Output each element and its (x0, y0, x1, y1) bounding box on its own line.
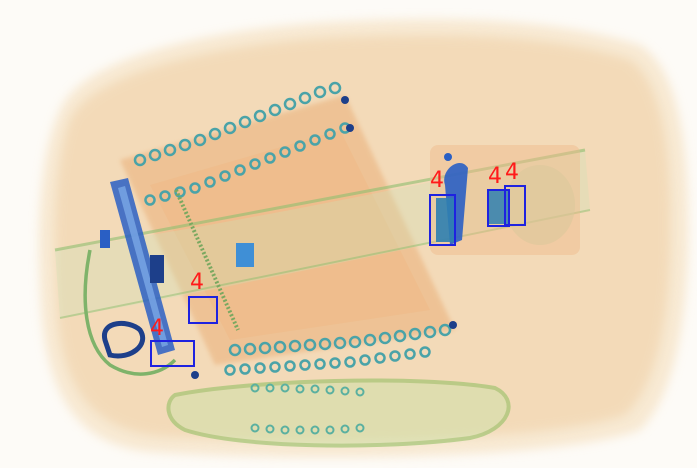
detection-label: 4 (488, 164, 502, 189)
ring-chain-top (133, 81, 351, 206)
detection-box (188, 296, 218, 324)
detection-label: 4 (505, 160, 519, 185)
detection-label: 4 (190, 270, 204, 295)
detection-box (504, 185, 526, 226)
detection-box (429, 194, 456, 246)
detection-label: 4 (150, 316, 164, 341)
detection-label: 4 (430, 168, 444, 193)
detection-box (150, 340, 195, 367)
ring-chain-bottom (224, 323, 452, 376)
shoe-sole (166, 378, 511, 448)
detection-box (487, 189, 510, 227)
